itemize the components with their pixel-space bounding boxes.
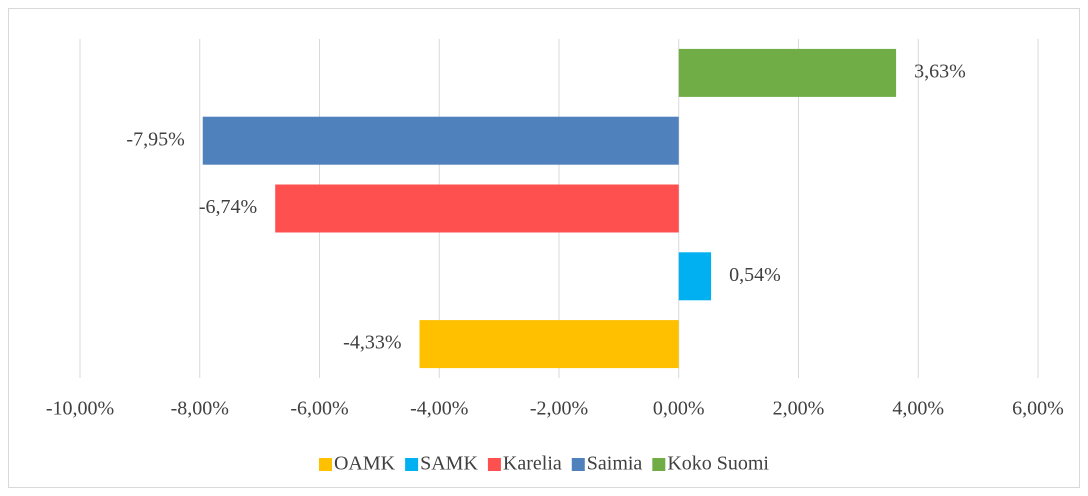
x-tick-label: -8,00% (171, 398, 229, 420)
legend-label: Saimia (587, 453, 643, 475)
x-tick-label: -6,00% (290, 398, 348, 420)
legend-swatch (318, 458, 332, 471)
value-label: 0,54% (729, 264, 781, 286)
bar (678, 48, 897, 97)
legend-swatch (571, 458, 585, 471)
x-tick-label: -4,00% (410, 398, 468, 420)
x-tick-label: 2,00% (773, 398, 825, 420)
legend-swatch (652, 458, 666, 471)
legend-label: SAMK (420, 453, 478, 475)
x-tick-label: 4,00% (892, 398, 944, 420)
value-label: -7,95% (126, 128, 184, 150)
bar (419, 320, 679, 369)
legend-label: OAMK (334, 453, 396, 475)
bar (202, 116, 679, 165)
legend-swatch (405, 458, 419, 471)
x-tick-label: -10,00% (46, 398, 114, 420)
value-label: 3,63% (914, 60, 966, 82)
legend-swatch (487, 458, 501, 471)
x-tick-label: -2,00% (530, 398, 588, 420)
value-label: -6,74% (199, 196, 257, 218)
legend-label: Karelia (503, 453, 562, 475)
bar (678, 252, 712, 301)
value-label: -4,33% (343, 332, 401, 354)
bar (275, 184, 679, 233)
x-tick-label: 0,00% (653, 398, 705, 420)
legend-label: Koko Suomi (667, 453, 769, 475)
x-tick-label: 6,00% (1012, 398, 1064, 420)
chart-border (8, 8, 1080, 488)
